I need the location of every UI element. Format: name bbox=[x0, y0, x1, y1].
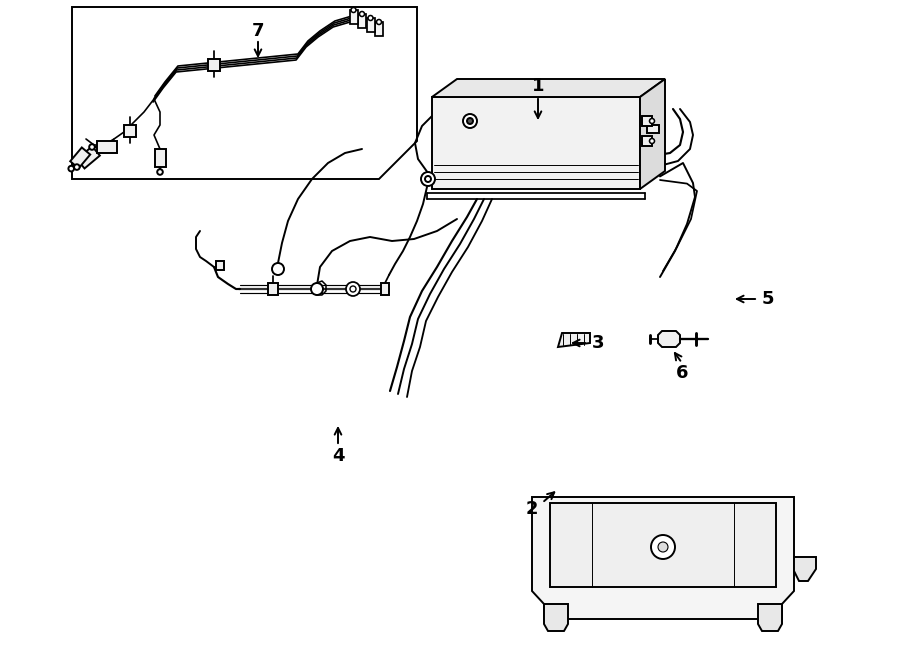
Polygon shape bbox=[558, 333, 590, 347]
Circle shape bbox=[376, 20, 382, 24]
Circle shape bbox=[68, 166, 74, 171]
Polygon shape bbox=[646, 126, 659, 134]
Bar bbox=[432, 97, 640, 189]
Polygon shape bbox=[640, 79, 665, 189]
Circle shape bbox=[658, 542, 668, 552]
Text: 6: 6 bbox=[676, 364, 688, 382]
Circle shape bbox=[463, 114, 477, 128]
Polygon shape bbox=[72, 7, 417, 179]
Polygon shape bbox=[97, 141, 117, 153]
Polygon shape bbox=[758, 604, 782, 631]
Text: 4: 4 bbox=[332, 447, 344, 465]
Polygon shape bbox=[70, 147, 90, 169]
Polygon shape bbox=[794, 557, 816, 581]
Polygon shape bbox=[76, 146, 100, 169]
Polygon shape bbox=[124, 125, 136, 137]
Circle shape bbox=[368, 15, 373, 20]
Circle shape bbox=[158, 169, 163, 175]
Circle shape bbox=[272, 263, 284, 275]
Polygon shape bbox=[658, 331, 680, 347]
Text: 2: 2 bbox=[526, 500, 538, 518]
Circle shape bbox=[359, 11, 364, 17]
Polygon shape bbox=[532, 497, 794, 619]
Circle shape bbox=[351, 7, 356, 13]
Text: 3: 3 bbox=[592, 334, 604, 352]
Bar bbox=[375, 22, 383, 36]
Text: 7: 7 bbox=[252, 22, 265, 40]
Circle shape bbox=[421, 172, 435, 186]
Polygon shape bbox=[155, 149, 166, 167]
Polygon shape bbox=[544, 604, 568, 631]
Polygon shape bbox=[550, 503, 776, 587]
Circle shape bbox=[650, 139, 654, 143]
Bar bbox=[366, 18, 374, 32]
Polygon shape bbox=[381, 283, 389, 295]
Circle shape bbox=[74, 165, 79, 170]
Polygon shape bbox=[216, 261, 224, 270]
Circle shape bbox=[89, 144, 94, 150]
Circle shape bbox=[311, 283, 323, 295]
Polygon shape bbox=[208, 59, 220, 71]
Text: 1: 1 bbox=[532, 77, 544, 95]
Polygon shape bbox=[268, 283, 278, 295]
Bar bbox=[349, 10, 357, 24]
Circle shape bbox=[650, 118, 654, 124]
Text: 5: 5 bbox=[761, 290, 774, 308]
Circle shape bbox=[651, 535, 675, 559]
Polygon shape bbox=[642, 116, 652, 126]
Bar bbox=[358, 14, 366, 28]
Circle shape bbox=[467, 118, 473, 124]
Circle shape bbox=[350, 286, 356, 292]
Polygon shape bbox=[432, 79, 665, 97]
Circle shape bbox=[346, 282, 360, 296]
Circle shape bbox=[425, 176, 431, 182]
Polygon shape bbox=[642, 136, 652, 146]
